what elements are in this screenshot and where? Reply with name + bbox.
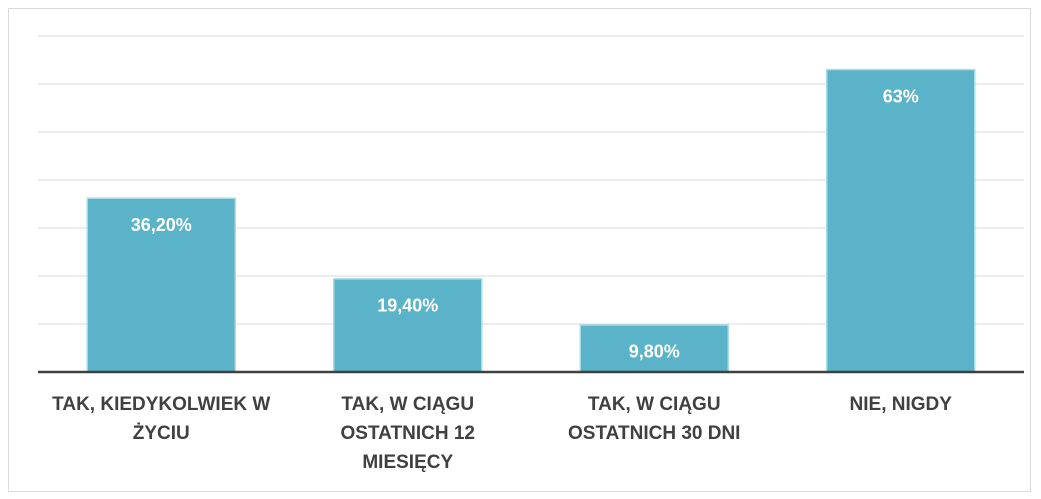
bar bbox=[333, 278, 483, 373]
bar bbox=[826, 68, 976, 373]
x-tick-label: TAK, W CIĄGU OSTATNICH 12 MIESIĘCY bbox=[340, 394, 475, 473]
data-label: 19,40% bbox=[377, 296, 438, 316]
x-tick-label: TAK, W CIĄGU OSTATNICH 30 DNI bbox=[568, 394, 741, 444]
data-label: 36,20% bbox=[131, 215, 192, 235]
data-label: 9,80% bbox=[629, 342, 680, 362]
bar bbox=[579, 324, 729, 373]
x-tick-label: NIE, NIGDY bbox=[849, 394, 952, 415]
bar bbox=[86, 197, 236, 373]
data-label: 63% bbox=[883, 86, 919, 106]
x-tick-label: TAK, KIEDYKOLWIEK W ŻYCIU bbox=[52, 394, 271, 444]
